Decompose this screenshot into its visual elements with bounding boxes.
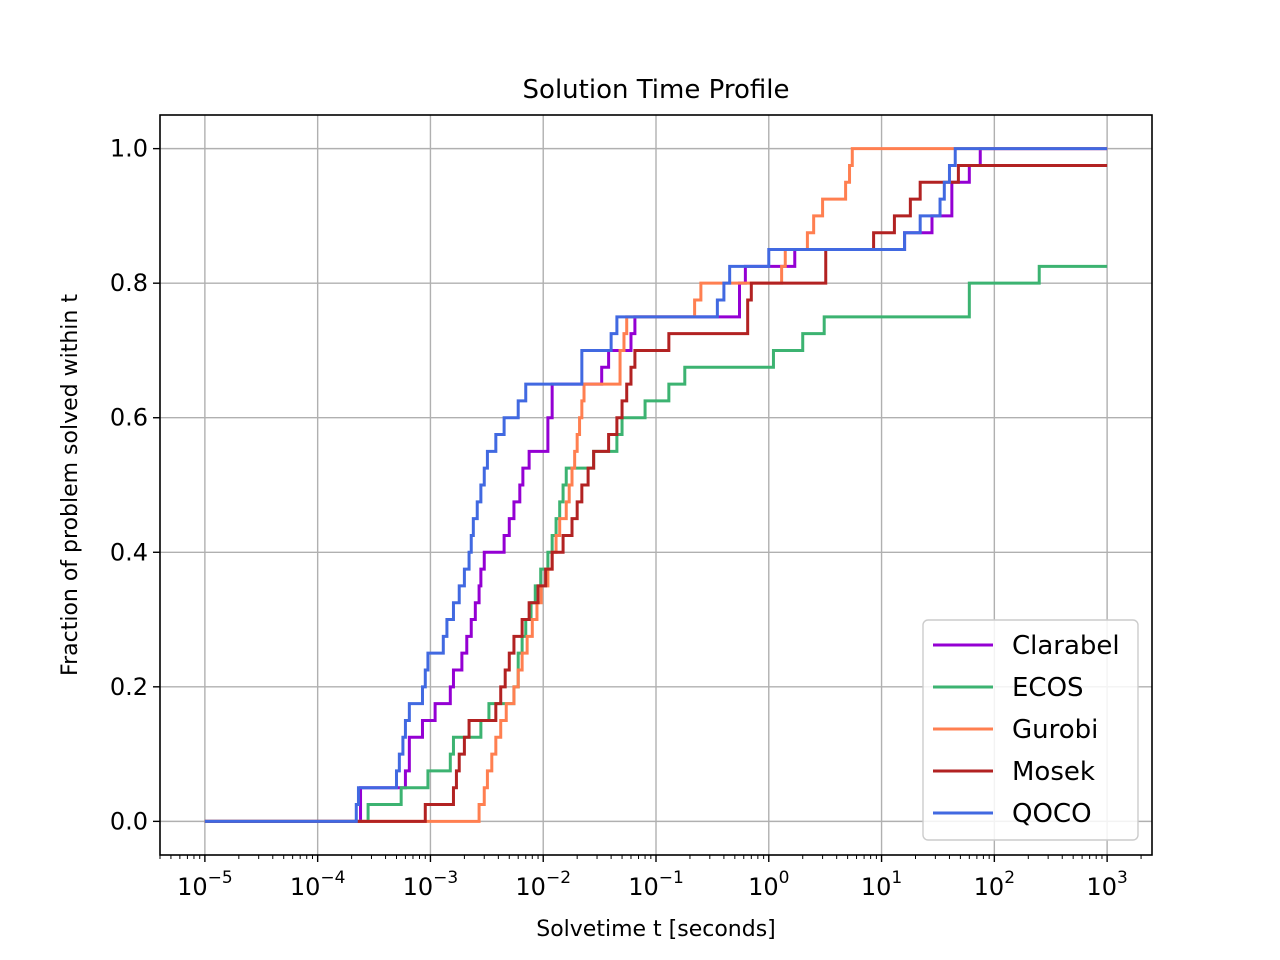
x-tick-label: 10−2 [515, 868, 571, 901]
x-tick-label: 10−3 [403, 868, 459, 901]
legend-label-gurobi: Gurobi [1012, 715, 1098, 745]
x-tick-label: 103 [1086, 868, 1127, 901]
x-tick-label: 10−5 [177, 868, 233, 901]
y-axis-label: Fraction of problem solved within t [58, 294, 83, 676]
x-axis-ticks: 10−5 10−4 10−3 10−2 10−1 100 101 102 103 [159, 855, 1142, 901]
x-tick-label: 102 [974, 868, 1015, 901]
y-tick-label: 0.2 [110, 673, 148, 701]
plot-lines [204, 147, 1108, 823]
legend-label-ecos: ECOS [1012, 673, 1084, 703]
legend-box [922, 619, 1139, 841]
y-tick-label: 0.6 [110, 404, 148, 432]
x-tick-label: 10−4 [290, 868, 346, 901]
y-tick-label: 0.0 [110, 807, 148, 835]
x-tick-label: 10−1 [628, 868, 684, 901]
series-line-qoco [204, 147, 1108, 823]
legend-label-mosek: Mosek [1012, 757, 1095, 787]
x-tick-label: 101 [861, 868, 902, 901]
y-tick-label: 0.4 [110, 538, 148, 566]
legend-label-qoco: QOCO [1012, 799, 1092, 829]
x-axis-label: Solvetime t [seconds] [536, 917, 776, 942]
y-tick-label: 1.0 [110, 135, 148, 163]
y-axis-ticks: 0.0 0.2 0.4 0.6 0.8 1.0 [110, 135, 160, 835]
chart-title: Solution Time Profile [523, 75, 790, 105]
legend-label-clarabel: Clarabel [1012, 631, 1120, 661]
legend: Clarabel ECOS Gurobi Mosek QOCO [922, 619, 1139, 841]
y-tick-label: 0.8 [110, 269, 148, 297]
series-line-ecos [204, 264, 1108, 823]
x-tick-label: 100 [748, 868, 789, 901]
